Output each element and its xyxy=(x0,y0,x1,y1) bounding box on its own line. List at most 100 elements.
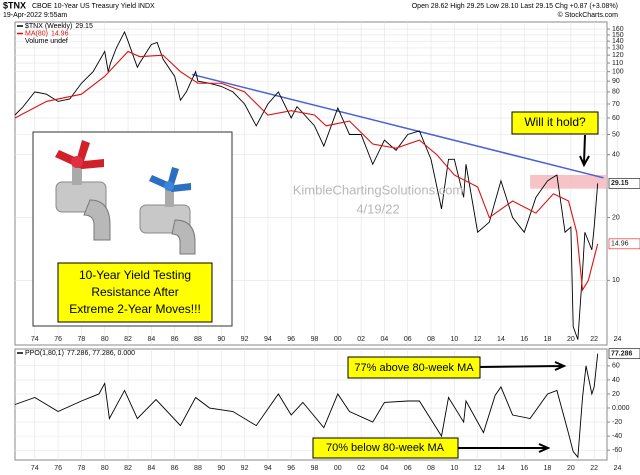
y-tick-label: 90 xyxy=(612,78,620,85)
x-tick-label: 90 xyxy=(217,465,225,472)
y-tick-label: 40 xyxy=(612,377,620,384)
y-tick-label: -20 xyxy=(612,419,622,426)
y-tick-label: 110 xyxy=(612,60,623,67)
x-tick-label: 20 xyxy=(567,465,575,472)
x-tick-label: 78 xyxy=(78,336,86,343)
x-tick-label: 14 xyxy=(497,336,505,343)
x-tick-label: 18 xyxy=(544,465,552,472)
legend-value: 29.15 xyxy=(75,23,93,30)
y-tick-label: 10 xyxy=(612,277,620,284)
last-value: 29.15 xyxy=(611,180,629,187)
x-tick-label: 06 xyxy=(404,336,412,343)
series-line xyxy=(14,353,599,459)
x-tick-label: 84 xyxy=(147,465,155,472)
x-tick-label: 82 xyxy=(124,336,132,343)
symbol: $TNX xyxy=(3,0,26,10)
x-tick-label: 10 xyxy=(450,465,458,472)
y-tick-label: 40 xyxy=(612,152,620,159)
x-tick-label: 22 xyxy=(590,465,598,472)
description: CBOE 10-Year US Treasury Yield INDX xyxy=(32,3,155,10)
y-tick-label: 60 xyxy=(612,115,620,122)
resistance-band xyxy=(530,174,607,189)
x-tick-label: 04 xyxy=(381,336,389,343)
y-tick-label: 50 xyxy=(612,131,620,138)
x-tick-label: 84 xyxy=(147,336,155,343)
y-tick-label: 130 xyxy=(612,45,624,52)
box-line: 10-Year Yield Testing xyxy=(79,268,191,282)
trendline xyxy=(191,73,604,179)
x-tick-label: 06 xyxy=(404,465,412,472)
y-tick-label: -60 xyxy=(612,447,622,454)
x-tick-label: 16 xyxy=(520,336,528,343)
watermark: KimbleChartingSolutions.com xyxy=(293,182,464,197)
x-tick-label: 80 xyxy=(101,336,109,343)
arrow xyxy=(479,361,567,371)
x-tick-label: 92 xyxy=(241,336,249,343)
legend-name: $TNX (Weekly) xyxy=(25,23,72,30)
last-value: 77.286 xyxy=(611,351,633,358)
legend-entry: PPO(1,80,1) 77.286, 77.286, 0.000 xyxy=(25,350,135,357)
y-tick-label: 20 xyxy=(612,214,620,221)
x-tick-label: 90 xyxy=(217,336,225,343)
x-tick-label: 02 xyxy=(357,465,365,472)
x-tick-label: 10 xyxy=(450,336,458,343)
legend-name: PPO(1,80,1) xyxy=(25,350,64,357)
x-tick-label: 74 xyxy=(31,336,39,343)
datetime: 19-Apr-2022 9:55am xyxy=(3,12,67,19)
faucet-picture xyxy=(32,131,233,327)
last-value-box xyxy=(608,178,640,189)
date-stamp: 4/19/22 xyxy=(356,201,399,216)
legend-name: MA(80) xyxy=(25,30,48,37)
legend-value: 14.96 xyxy=(51,30,69,37)
x-tick-label: 96 xyxy=(287,465,295,472)
legend-value: 77.286, 77.286, 0.000 xyxy=(67,350,135,357)
x-tick-label: 86 xyxy=(171,336,179,343)
x-tick-label: 24 xyxy=(614,465,622,472)
annotation: 70% below 80-week MA xyxy=(326,442,445,454)
y-tick-label: 100 xyxy=(612,69,624,76)
legend-entry: Volume undef xyxy=(25,38,68,45)
x-tick-label: 92 xyxy=(241,465,249,472)
x-tick-label: 98 xyxy=(311,465,319,472)
quote: Open 28.62 High 29.25 Low 28.10 Last 29.… xyxy=(412,3,618,10)
last-value: 14.96 xyxy=(611,241,629,248)
x-tick-label: 94 xyxy=(264,336,272,343)
x-tick-label: 12 xyxy=(474,465,482,472)
x-tick-label: 08 xyxy=(427,336,435,343)
x-tick-label: 88 xyxy=(194,465,202,472)
y-tick-label: 20 xyxy=(612,391,620,398)
box-line: Resistance After xyxy=(91,285,178,299)
x-tick-label: 88 xyxy=(194,336,202,343)
last-value-tag: 14.96 xyxy=(608,238,640,250)
y-tick-label: 70 xyxy=(612,101,620,108)
callout: Will it hold? xyxy=(524,115,586,129)
x-tick-label: 20 xyxy=(567,336,575,343)
arrow xyxy=(579,134,590,168)
x-tick-label: 78 xyxy=(78,465,86,472)
callout-box xyxy=(347,356,481,379)
x-tick-label: 16 xyxy=(520,465,528,472)
last-value-box xyxy=(608,238,640,250)
last-value-tag: 77.286 xyxy=(608,348,640,360)
y-tick-label: 160 xyxy=(612,26,624,33)
x-tick-label: 74 xyxy=(31,465,39,472)
x-tick-label: 98 xyxy=(311,336,319,343)
y-tick-label: 150 xyxy=(612,32,624,39)
source: © StockCharts.com xyxy=(558,11,619,19)
y-tick-label: 120 xyxy=(612,52,624,59)
x-tick-label: 00 xyxy=(334,336,342,343)
legend-entry: $TNX (Weekly) 29.15 xyxy=(25,23,93,30)
x-tick-label: 14 xyxy=(497,465,505,472)
y-tick-label: 0.000 xyxy=(612,405,630,412)
x-tick-label: 94 xyxy=(264,465,272,472)
x-tick-label: 12 xyxy=(474,336,482,343)
y-tick-label: 140 xyxy=(612,38,624,45)
x-tick-label: 96 xyxy=(287,336,295,343)
y-tick-label: 80 xyxy=(612,89,620,96)
x-tick-label: 76 xyxy=(54,336,62,343)
x-tick-label: 76 xyxy=(54,465,62,472)
x-tick-label: 86 xyxy=(171,465,179,472)
series-line xyxy=(14,30,599,340)
x-tick-label: 82 xyxy=(124,465,132,472)
